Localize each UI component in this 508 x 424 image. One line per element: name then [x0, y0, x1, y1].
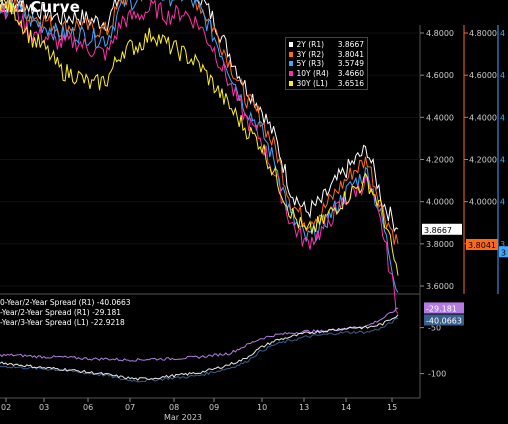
y-tick-label: 4.0000 [426, 198, 454, 207]
series-line [0, 0, 399, 276]
y-tick-label: 4.8000 [469, 29, 497, 38]
x-tick-label: 10 [257, 403, 267, 412]
legend-swatch [289, 42, 294, 48]
y-tick-label: 4.2000 [469, 156, 497, 165]
series-line [0, 0, 399, 314]
y-tick-label: 4 [500, 156, 505, 165]
chart-title: eld Curve [0, 0, 81, 16]
value-tag-bg [422, 223, 462, 235]
y-tick-label: 4 [500, 113, 505, 122]
x-tick-label: 07 [125, 403, 135, 412]
legend-entry: 5Y (R3) 3.5749 [289, 59, 364, 69]
y-tick-label: 4.6000 [469, 71, 497, 80]
legend-entry: 30Y (L1) 3.6516 [289, 78, 364, 88]
value-tag-bg [499, 246, 508, 258]
y-tick-label: -100 [428, 370, 446, 379]
x-tick-label: 15 [387, 403, 397, 412]
legend-entry: 3Y (R2) 3.8041 [289, 50, 364, 60]
legend-swatch [289, 80, 294, 86]
y-tick-label: 4.4000 [469, 113, 497, 122]
series-line [0, 0, 399, 233]
legend-value: 3.4660 [337, 69, 364, 79]
legend-entry: 2Y (R1) 3.8667 [289, 40, 364, 50]
value-tag: 3.8041 [468, 241, 496, 250]
legend-label: 30Y (L1) [296, 78, 328, 88]
lower-legend-item: -Year/2-Year Spread (R1) -29.181 [0, 308, 122, 317]
legend-value: 3.5749 [337, 59, 364, 69]
value-tag: -40.0663 [426, 316, 462, 325]
value-tag-bg [424, 302, 464, 314]
spread-line [0, 314, 399, 381]
value-tag: 3 [501, 248, 506, 257]
y-tick-label: 4 [500, 29, 505, 38]
y-tick-label: 4 [500, 198, 505, 207]
value-tag: 3.8667 [424, 226, 452, 235]
lower-legend: 0-Year/2-Year Spread (R1) -40.0663 -Year… [0, 298, 131, 328]
upper-legend: 2Y (R1) 3.8667 3Y (R2) 3.8041 5Y (R3) 3.5749 1… [285, 37, 368, 90]
y-tick-label: 4.6000 [426, 71, 454, 80]
legend-label: 2Y (R1) [296, 40, 325, 50]
legend-value: 3.8041 [337, 49, 364, 59]
legend-value: 3.6516 [337, 78, 364, 88]
y-tick-label: 4.4000 [426, 113, 454, 122]
legend-swatch [289, 71, 294, 77]
y-tick-label: 4.0000 [469, 198, 497, 207]
legend-label: 5Y (R3) [296, 59, 325, 69]
y-tick-label: 4.8000 [426, 29, 454, 38]
value-tag: -29.181 [426, 304, 457, 313]
value-tag-bg [466, 238, 498, 250]
x-tick-label: 02 [1, 403, 11, 412]
series-line [0, 0, 399, 293]
y-tick-label: 3.8000 [426, 240, 454, 249]
y-tick-label: 3.6000 [426, 282, 454, 291]
legend-swatch [289, 61, 294, 67]
y-tick-label: 3 [500, 240, 505, 249]
lower-legend-item: 0-Year/2-Year Spread (R1) -40.0663 [0, 298, 131, 307]
legend-entry: 10Y (R4) 3.4660 [289, 69, 364, 79]
x-tick-label: 14 [341, 403, 351, 412]
x-tick-label: 13 [299, 403, 309, 412]
y-tick-label: -50 [428, 324, 441, 333]
legend-swatch [289, 51, 294, 57]
value-tag-bg [424, 314, 464, 326]
lower-legend-item: -Year/3-Year Spread (L1) -22.9218 [0, 318, 125, 327]
x-tick-label: 08 [169, 403, 179, 412]
x-tick-label: 03 [39, 403, 49, 412]
footer-text [0, 418, 508, 424]
legend-value: 3.8667 [337, 40, 364, 50]
x-tick-label: 09 [209, 403, 219, 412]
legend-label: 10Y (R4) [296, 69, 329, 79]
legend-label: 3Y (R2) [296, 49, 325, 59]
y-tick-label: 4 [500, 71, 505, 80]
x-month-label: Mar 2023 [164, 413, 202, 422]
y-tick-label: 4.2000 [426, 156, 454, 165]
x-tick-label: 06 [83, 403, 93, 412]
